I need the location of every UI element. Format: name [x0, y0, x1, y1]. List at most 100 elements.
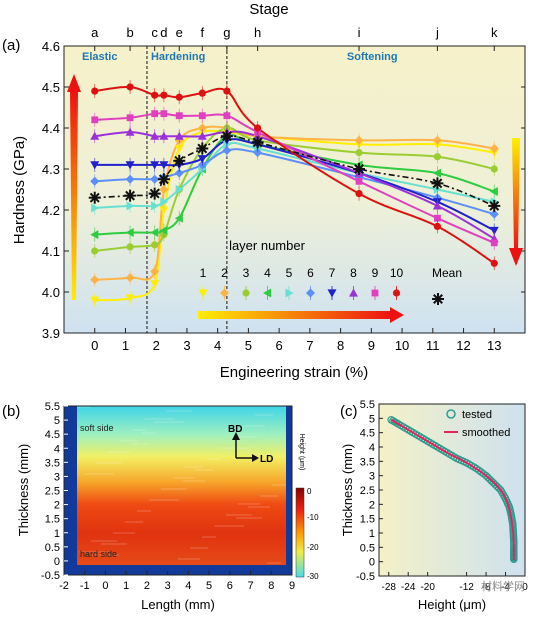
- panel-c-legend-smoothed: smoothed: [462, 427, 510, 439]
- data-point-Mean: [148, 187, 161, 200]
- x-tick-label: 9: [289, 580, 295, 592]
- map-texture-streak: [236, 517, 262, 519]
- panel-b-bd-label: BD: [228, 424, 242, 435]
- panel-b-hard-side-label: hard side: [80, 549, 117, 559]
- y-tick-label: 4.3: [42, 162, 60, 177]
- data-point-10: [126, 83, 134, 91]
- y-tick-label: 2.5: [45, 486, 60, 498]
- x-tick-label: 3: [183, 338, 190, 353]
- x-tick-label: 8: [268, 580, 274, 592]
- y-tick-label: 1.5: [45, 514, 60, 526]
- legend-marker-5: [285, 288, 294, 298]
- data-point-Mean-stroke: [432, 178, 443, 189]
- map-texture-streak: [219, 447, 249, 449]
- y-tick-label: 1: [54, 528, 60, 540]
- data-point-10: [355, 190, 363, 198]
- y-tick-label: 5.5: [45, 401, 60, 413]
- legend-marker-9: [371, 289, 379, 297]
- data-point-Mean: [220, 130, 233, 143]
- stage-tick-label: c: [151, 25, 158, 40]
- data-point-7: [197, 155, 207, 164]
- map-texture-streak: [77, 406, 91, 408]
- data-point-Mean: [353, 163, 366, 175]
- data-point-7: [125, 161, 135, 170]
- region-label: Hardening: [151, 51, 205, 63]
- stage-tick-label: g: [223, 25, 230, 40]
- map-texture-streak: [238, 503, 260, 505]
- stage-tick-label: d: [160, 25, 167, 40]
- map-texture-streak: [108, 451, 130, 453]
- series-line-8: [94, 130, 495, 240]
- data-point-4: [174, 213, 183, 223]
- legend-label-3: 3: [243, 266, 250, 280]
- data-point-9: [175, 112, 183, 120]
- y-tick-label: 3: [54, 471, 60, 483]
- x-tick-label: 1: [123, 580, 129, 592]
- y-tick-label: 3: [369, 471, 375, 483]
- x-tick-label: 7: [306, 338, 313, 353]
- data-point-Mean-stroke: [354, 164, 364, 174]
- map-texture-streak: [113, 532, 135, 534]
- data-point-9: [434, 214, 441, 222]
- data-point-Mean: [251, 136, 264, 149]
- legend-marker-4: [263, 288, 272, 298]
- data-point-7: [90, 161, 100, 170]
- y-tick-label: 3.5: [45, 457, 60, 469]
- data-point-Mean: [173, 154, 186, 167]
- legend-label-7: 7: [329, 266, 336, 280]
- panel-b-direction-marker: BD LD: [228, 424, 273, 465]
- legend-label-2: 2: [221, 266, 228, 280]
- map-texture-streak: [161, 488, 187, 490]
- map-texture-streak: [195, 469, 213, 471]
- x-tick-label: -20: [420, 582, 435, 593]
- legend-marker-1: [198, 289, 208, 298]
- panel-b-map-texture: [77, 406, 286, 564]
- data-point-10: [160, 91, 168, 99]
- map-texture-streak: [255, 414, 273, 416]
- map-texture-streak: [190, 547, 208, 549]
- map-texture-streak: [272, 484, 286, 486]
- map-texture-streak: [243, 425, 265, 427]
- data-point-3: [490, 165, 498, 173]
- map-texture-streak: [132, 429, 146, 431]
- stage-tick-label: a: [91, 25, 99, 40]
- data-point-4: [489, 187, 498, 197]
- panel-c-label: (c): [340, 403, 358, 420]
- panel-a-plot-background: [64, 46, 525, 333]
- x-tick-label: 0: [522, 582, 528, 593]
- panel-a: Elastic Hardening Softening 3.9 4.0 4.1 4.2 4.…: [2, 1, 526, 381]
- panel-b-xlabel: Length (mm): [141, 597, 215, 612]
- map-texture-streak: [202, 536, 216, 538]
- smoothed-line: [390, 418, 515, 561]
- data-point-4: [90, 230, 99, 240]
- map-texture-streak: [125, 521, 143, 523]
- stage-tick-label: e: [176, 25, 183, 40]
- data-point-6: [90, 176, 100, 186]
- series-line-9: [94, 112, 495, 244]
- data-point-Mean-stroke: [197, 143, 208, 154]
- y-tick-label: 0.5: [45, 542, 60, 554]
- data-point-Mean-stroke: [252, 137, 263, 148]
- x-tick-label: 10: [395, 338, 409, 353]
- data-point-4: [125, 228, 134, 238]
- panel-b-ylabel: Thickness (mm): [16, 444, 31, 536]
- data-point-6: [253, 148, 263, 158]
- panel-c-legend-tested-marker: [446, 409, 456, 419]
- x-tick-label: 0: [102, 580, 108, 592]
- y-tick-label: 4.4: [42, 121, 60, 136]
- data-point-7: [150, 161, 160, 170]
- data-point-9: [91, 116, 99, 124]
- x-tick-label: 8: [337, 338, 344, 353]
- data-point-2: [125, 273, 135, 283]
- panel-b-ld-label: LD: [260, 454, 273, 465]
- data-point-9: [355, 177, 363, 185]
- data-point-1: [174, 144, 184, 153]
- data-point-6: [125, 174, 135, 184]
- x-tick-label: -24: [401, 582, 416, 593]
- data-point-6: [222, 146, 232, 156]
- y-tick-label: 1: [369, 528, 375, 540]
- legend-marker-6: [306, 288, 315, 298]
- y-tick-label: -0.5: [356, 571, 375, 583]
- y-tick-label: 4.5: [360, 428, 375, 440]
- panel-c-legend-tested: tested: [462, 409, 492, 421]
